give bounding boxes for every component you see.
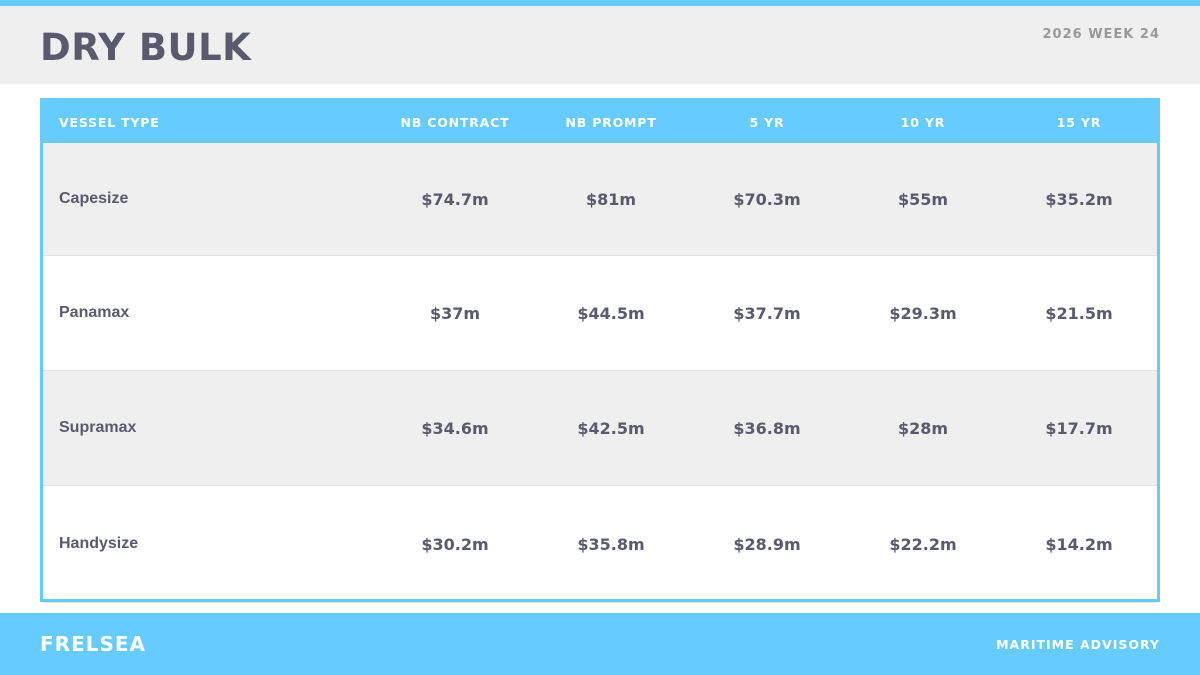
column-header: VESSEL TYPE — [59, 114, 160, 130]
vessel-type: Capesize — [59, 190, 129, 207]
price-cell: $28.9m — [733, 534, 801, 554]
header: DRY BULK 2026 WEEK 24 — [0, 6, 1200, 84]
price-cell: $44.5m — [577, 303, 645, 323]
price-cell: $55m — [897, 189, 949, 209]
vessel-type: Supramax — [59, 419, 137, 436]
column-header: 10 YR — [900, 114, 946, 130]
column-header: 15 YR — [1056, 114, 1102, 130]
top-bar — [0, 0, 1200, 6]
tagline: MARITIME ADVISORY — [996, 637, 1160, 652]
vessel-type: Panamax — [59, 304, 130, 321]
price-cell: $22.2m — [889, 534, 957, 554]
price-cell: $28m — [897, 418, 949, 438]
table-row: Handysize $30.2m $35.8m $28.9m $22.2m $14.2m — [43, 486, 1157, 603]
price-cell: $14.2m — [1045, 534, 1113, 554]
subtitle: 2026 WEEK 24 — [1042, 27, 1160, 42]
column-header: 5 YR — [749, 114, 785, 130]
column-header: NB CONTRACT — [400, 114, 510, 130]
price-cell: $34.6m — [421, 418, 489, 438]
title: DRY BULK — [40, 26, 252, 69]
column-header: NB PROMPT — [565, 114, 657, 130]
price-cell: $29.3m — [889, 303, 957, 323]
price-cell: $42.5m — [577, 418, 645, 438]
price-cell: $70.3m — [733, 189, 801, 209]
table-row: Capesize $74.7m $81m $70.3m $55m $35.2m — [43, 143, 1157, 256]
header-row: VESSEL TYPE NB CONTRACT NB PROMPT 5 YR 10 YR… — [43, 98, 1157, 143]
price-cell: $35.2m — [1045, 189, 1113, 209]
price-cell: $37m — [429, 303, 481, 323]
table-row: Panamax $37m $44.5m $37.7m $29.3m $21.5m — [43, 256, 1157, 371]
footer: FRELSEA MARITIME ADVISORY — [0, 613, 1200, 675]
vessel-type: Handysize — [59, 535, 139, 552]
price-cell: $17.7m — [1045, 418, 1113, 438]
price-cell: $36.8m — [733, 418, 801, 438]
price-cell: $74.7m — [421, 189, 489, 209]
price-cell: $35.8m — [577, 534, 645, 554]
brand: FRELSEA — [40, 632, 147, 656]
price-cell: $37.7m — [733, 303, 801, 323]
price-cell: $30.2m — [421, 534, 489, 554]
table: VESSEL TYPE NB CONTRACT NB PROMPT 5 YR 10 YR… — [40, 98, 1160, 603]
price-cell: $81m — [585, 189, 637, 209]
price-cell: $21.5m — [1045, 303, 1113, 323]
table-row: Supramax $34.6m $42.5m $36.8m $28m $17.7m — [43, 371, 1157, 486]
